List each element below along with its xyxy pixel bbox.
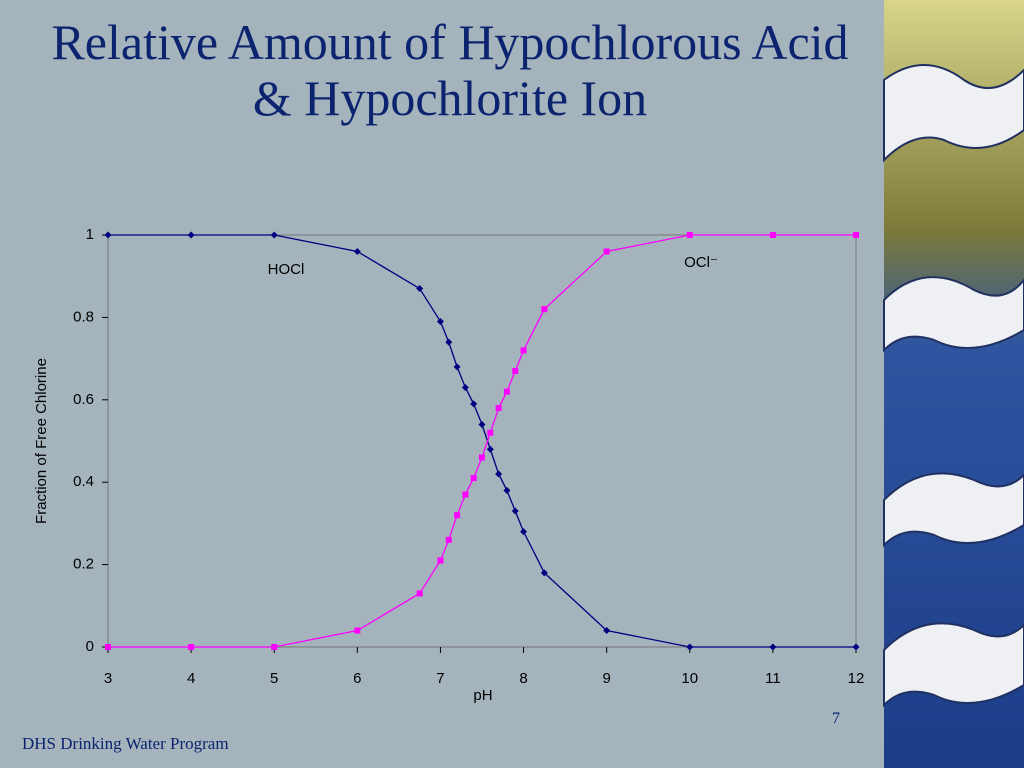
marker <box>769 643 777 651</box>
marker <box>486 445 494 453</box>
marker <box>416 590 423 597</box>
slide-title: Relative Amount of Hypochlorous Acid & H… <box>0 14 900 126</box>
x-tick-label: 9 <box>602 670 610 687</box>
marker <box>436 318 444 326</box>
title-text: Relative Amount of Hypochlorous Acid & H… <box>51 14 849 126</box>
marker <box>454 512 461 519</box>
marker <box>188 644 195 650</box>
marker <box>104 231 112 239</box>
marker <box>520 528 528 536</box>
marker <box>470 400 478 408</box>
marker <box>187 231 195 239</box>
x-tick-label: 6 <box>353 670 361 687</box>
x-tick-label: 4 <box>187 670 195 687</box>
marker <box>271 644 278 650</box>
series-label: HOCl <box>268 261 305 278</box>
marker <box>853 232 859 238</box>
series-line <box>108 234 856 648</box>
marker <box>461 383 469 391</box>
marker <box>270 231 278 239</box>
marker <box>479 454 485 461</box>
y-tick-label: 0.8 <box>73 308 94 325</box>
y-tick-label: 0.2 <box>73 556 94 573</box>
y-tick-label: 0 <box>86 638 94 655</box>
y-tick-label: 1 <box>86 226 94 243</box>
y-axis-label: Fraction of Free Chlorine <box>33 358 50 524</box>
x-axis-label: pH <box>473 687 492 704</box>
marker <box>686 643 694 651</box>
marker <box>445 536 452 543</box>
marker <box>603 627 611 635</box>
x-tick-label: 12 <box>848 670 865 687</box>
marker <box>478 421 486 429</box>
wave-crests <box>883 64 1024 708</box>
series-line <box>108 234 856 648</box>
marker <box>353 247 361 255</box>
marker <box>540 569 548 577</box>
x-tick-label: 7 <box>436 670 444 687</box>
marker <box>520 347 527 354</box>
marker <box>503 486 511 494</box>
marker <box>603 248 610 255</box>
marker <box>437 557 444 564</box>
marker <box>470 475 477 482</box>
plot-area <box>107 234 857 648</box>
marker <box>686 232 693 238</box>
marker <box>445 338 453 346</box>
footer: DHS Drinking Water Program <box>22 734 229 753</box>
page-number: 7 <box>832 710 840 727</box>
marker <box>503 388 510 395</box>
marker <box>453 363 461 371</box>
marker <box>769 232 776 238</box>
marker <box>416 285 424 293</box>
x-tick-label: 3 <box>104 670 112 687</box>
marker <box>495 405 502 412</box>
x-tick-label: 5 <box>270 670 278 687</box>
series-label: OCl⁻ <box>684 254 718 271</box>
marker <box>852 643 860 651</box>
x-tick-label: 8 <box>519 670 527 687</box>
marker <box>462 491 469 498</box>
marker <box>105 644 111 650</box>
marker <box>354 627 361 634</box>
marker <box>541 306 548 313</box>
marker <box>487 429 494 436</box>
marker <box>511 507 519 515</box>
y-tick-label: 0.6 <box>73 391 94 408</box>
x-tick-label: 11 <box>765 670 781 687</box>
marker <box>495 470 503 478</box>
y-tick-label: 0.4 <box>73 473 94 490</box>
x-tick-label: 10 <box>681 670 698 687</box>
marker <box>512 367 519 374</box>
